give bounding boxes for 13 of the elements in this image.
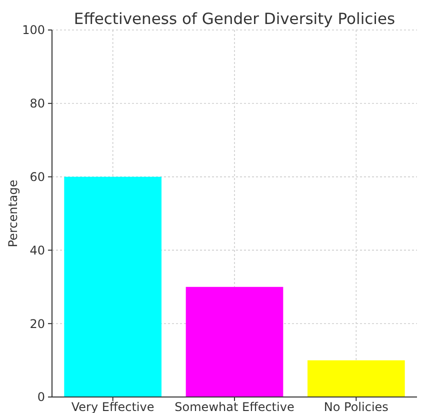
bar	[308, 360, 405, 397]
y-tick-label: 0	[37, 390, 45, 404]
y-axis-title: Percentage	[6, 180, 20, 248]
bar	[186, 286, 284, 397]
y-tick-label: 40	[30, 243, 45, 258]
x-tick-label: No Policies	[324, 400, 388, 413]
y-tick-label: 100	[22, 23, 45, 38]
chart-title: Effectiveness of Gender Diversity Policies	[74, 10, 396, 28]
y-tick-label: 20	[30, 316, 45, 331]
y-tick-label: 60	[30, 170, 45, 184]
x-tick-label: Somewhat Effective	[174, 400, 294, 413]
bar	[64, 176, 162, 397]
y-tick-label: 80	[30, 96, 45, 111]
